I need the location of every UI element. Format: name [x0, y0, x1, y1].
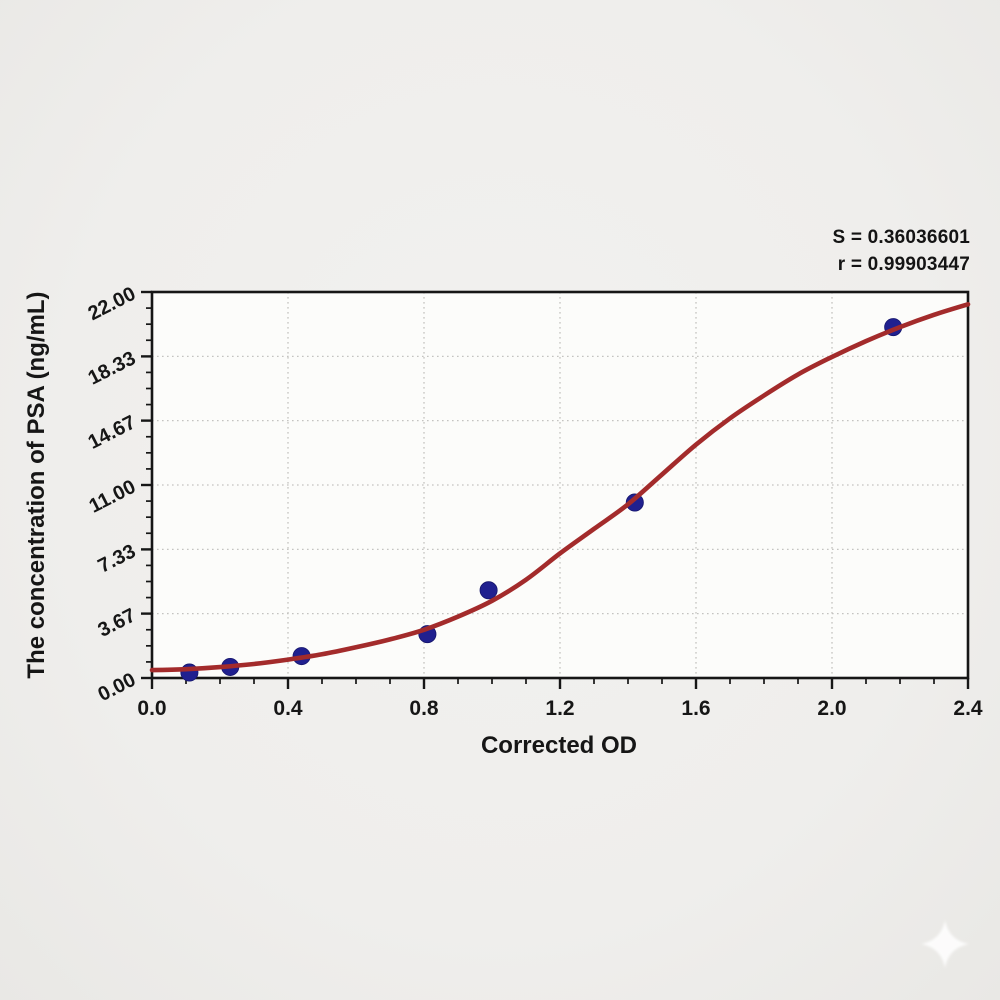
- y-tick-label: 18.33: [85, 347, 140, 389]
- x-tick-label: 0.0: [137, 697, 166, 720]
- sparkle-icon-svg: [921, 920, 969, 968]
- y-tick-label: 3.67: [95, 604, 140, 641]
- y-tick-label: 0.00: [95, 669, 140, 706]
- fit-statistics: S = 0.36036601 r = 0.99903447: [832, 224, 970, 278]
- x-tick-label: 1.6: [681, 697, 710, 720]
- y-tick-label: 22.00: [85, 283, 140, 325]
- y-axis-title: The concentration of PSA (ng/mL): [23, 291, 50, 679]
- x-tick-label: 2.4: [953, 697, 983, 720]
- y-tick-label: 7.33: [95, 540, 140, 577]
- x-tick-label: 0.8: [409, 697, 439, 720]
- data-point: [479, 581, 498, 600]
- fit-curve: [149, 302, 971, 673]
- x-tick-label: 1.2: [545, 697, 574, 720]
- r-value-text: r = 0.99903447: [837, 254, 970, 275]
- x-axis-title: Corrected OD: [480, 732, 638, 759]
- data-point: [625, 493, 644, 512]
- y-tick-label: 11.00: [86, 476, 140, 518]
- y-tick-label: 14.67: [85, 411, 140, 453]
- s-value-text: S = 0.36036601: [832, 227, 970, 248]
- sparkle-icon: [921, 920, 969, 968]
- x-tick-label: 2.0: [817, 697, 846, 720]
- x-tick-label: 0.4: [273, 697, 303, 720]
